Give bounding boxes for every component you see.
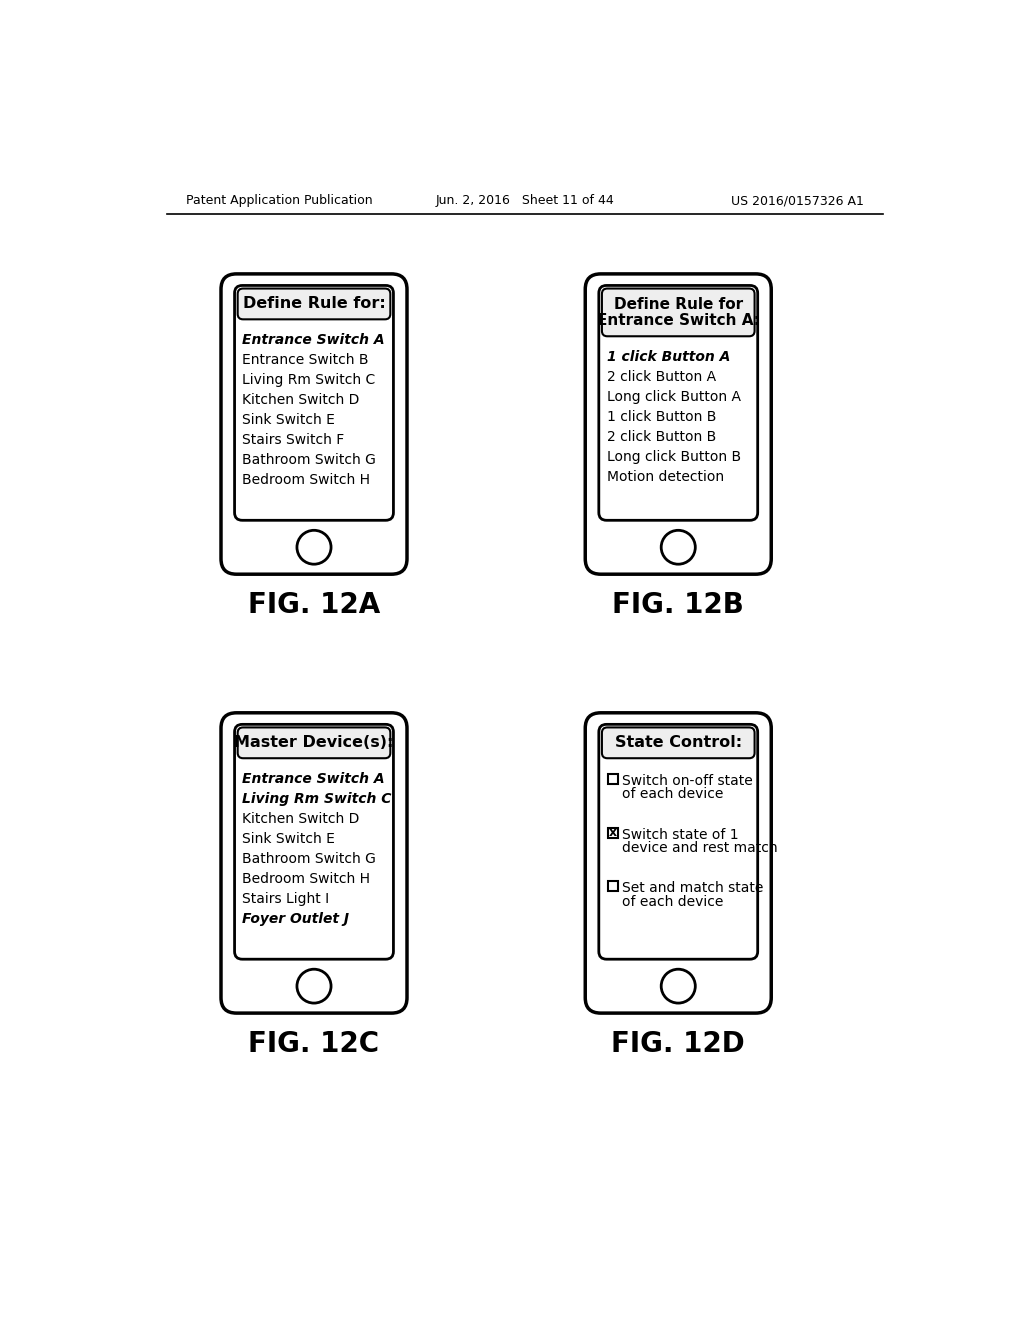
Text: Foyer Outlet J: Foyer Outlet J — [243, 912, 349, 927]
Text: of each device: of each device — [622, 787, 723, 801]
Text: x: x — [609, 826, 617, 840]
Text: Sink Switch E: Sink Switch E — [243, 413, 335, 428]
Text: 2 click Button B: 2 click Button B — [606, 430, 716, 445]
Text: FIG. 12A: FIG. 12A — [248, 591, 380, 619]
Text: Sink Switch E: Sink Switch E — [243, 832, 335, 846]
Text: Living Rm Switch C: Living Rm Switch C — [243, 792, 392, 807]
Text: Entrance Switch A:: Entrance Switch A: — [597, 313, 760, 327]
FancyBboxPatch shape — [586, 713, 771, 1014]
Text: Long click Button A: Long click Button A — [606, 391, 740, 404]
Text: Living Rm Switch C: Living Rm Switch C — [243, 374, 376, 387]
Text: Stairs Switch F: Stairs Switch F — [243, 433, 344, 447]
Text: Define Rule for:: Define Rule for: — [243, 297, 385, 312]
FancyBboxPatch shape — [599, 725, 758, 960]
Text: Kitchen Switch D: Kitchen Switch D — [243, 393, 359, 408]
Text: Set and match state: Set and match state — [622, 882, 764, 895]
Text: Jun. 2, 2016   Sheet 11 of 44: Jun. 2, 2016 Sheet 11 of 44 — [435, 194, 614, 207]
FancyBboxPatch shape — [599, 285, 758, 520]
Circle shape — [297, 531, 331, 564]
Circle shape — [662, 531, 695, 564]
FancyBboxPatch shape — [221, 713, 407, 1014]
Bar — [608, 774, 618, 784]
FancyBboxPatch shape — [234, 725, 393, 960]
FancyBboxPatch shape — [238, 289, 390, 319]
Text: Switch state of 1: Switch state of 1 — [622, 828, 738, 842]
Text: FIG. 12B: FIG. 12B — [612, 591, 744, 619]
Text: Bedroom Switch H: Bedroom Switch H — [243, 474, 371, 487]
Text: device and rest match: device and rest match — [622, 841, 777, 854]
Text: US 2016/0157326 A1: US 2016/0157326 A1 — [731, 194, 864, 207]
Text: Bedroom Switch H: Bedroom Switch H — [243, 873, 371, 886]
Text: of each device: of each device — [622, 895, 723, 908]
FancyBboxPatch shape — [586, 275, 771, 574]
Text: Bathroom Switch G: Bathroom Switch G — [243, 853, 376, 866]
Text: Define Rule for: Define Rule for — [613, 297, 742, 313]
Text: Switch on-off state: Switch on-off state — [622, 774, 753, 788]
Text: Bathroom Switch G: Bathroom Switch G — [243, 453, 376, 467]
Text: Motion detection: Motion detection — [606, 470, 724, 484]
Text: Entrance Switch A: Entrance Switch A — [243, 772, 385, 787]
FancyBboxPatch shape — [602, 727, 755, 758]
Text: Stairs Light I: Stairs Light I — [243, 892, 330, 907]
FancyBboxPatch shape — [221, 275, 407, 574]
Bar — [608, 882, 618, 891]
Circle shape — [662, 969, 695, 1003]
Text: FIG. 12C: FIG. 12C — [249, 1030, 380, 1057]
Text: Kitchen Switch D: Kitchen Switch D — [243, 812, 359, 826]
Text: Patent Application Publication: Patent Application Publication — [186, 194, 373, 207]
Text: 1 click Button B: 1 click Button B — [606, 411, 716, 424]
Text: Master Device(s):: Master Device(s): — [234, 735, 393, 750]
FancyBboxPatch shape — [238, 727, 390, 758]
Text: Entrance Switch B: Entrance Switch B — [243, 354, 369, 367]
Text: 2 click Button A: 2 click Button A — [606, 370, 716, 384]
Text: State Control:: State Control: — [614, 735, 741, 750]
Text: Long click Button B: Long click Button B — [606, 450, 740, 465]
Text: FIG. 12D: FIG. 12D — [611, 1030, 745, 1057]
Text: 1 click Button A: 1 click Button A — [606, 350, 730, 364]
Circle shape — [297, 969, 331, 1003]
Text: Entrance Switch A: Entrance Switch A — [243, 333, 385, 347]
Bar — [608, 828, 618, 837]
FancyBboxPatch shape — [234, 285, 393, 520]
FancyBboxPatch shape — [602, 289, 755, 337]
